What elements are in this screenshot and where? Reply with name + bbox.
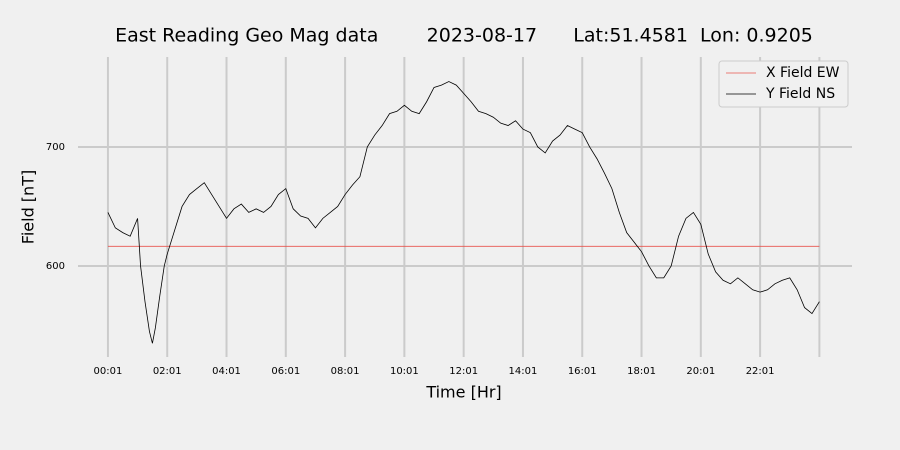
x-tick-label: 20:01 [686,366,715,377]
x-tick-label: 08:01 [331,366,360,377]
legend-label: X Field EW [766,65,840,81]
x-tick-label: 16:01 [568,366,597,377]
x-tick-label: 02:01 [153,366,182,377]
x-tick-label: 22:01 [746,366,775,377]
y-tick-label: 600 [46,261,65,272]
legend-box [718,60,849,108]
x-axis-label: Time [Hr] [425,383,501,402]
x-tick-label: 00:01 [94,366,123,377]
y-tick-label: 700 [46,142,65,153]
line-series [107,81,820,344]
legend-label: Y Field NS [765,86,835,102]
x-tick-label: 12:01 [449,366,478,377]
chart-title: East Reading Geo Mag data 2023-08-17 Lat… [115,25,813,47]
y-axis-label: Field [nT] [19,170,38,244]
x-tick-label: 04:01 [212,366,241,377]
x-tick-label: 14:01 [509,366,538,377]
x-tick-label: 10:01 [390,366,419,377]
x-tick-label: 06:01 [271,366,300,377]
x-tick-label: 18:01 [627,366,656,377]
